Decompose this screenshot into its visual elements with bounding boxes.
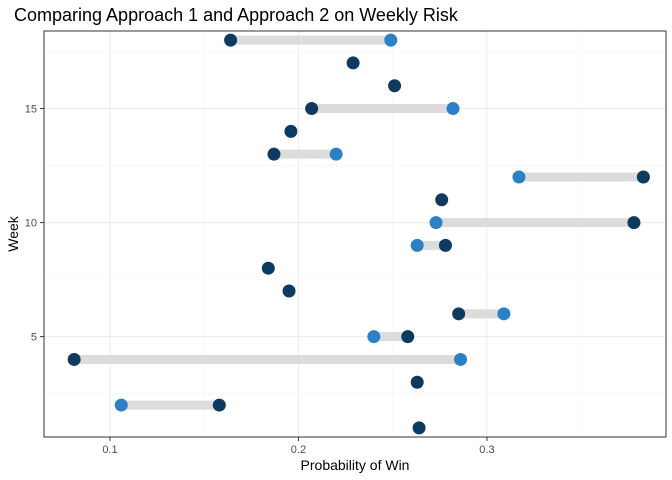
point-dark-week-13 (267, 147, 281, 161)
x-axis-title: Probability of Win (301, 457, 410, 473)
point-dark-week-8 (261, 261, 275, 275)
point-light-week-6 (497, 307, 511, 321)
y-tick-label: 10 (25, 218, 37, 230)
point-light-week-15 (446, 102, 460, 116)
point-dark-week-14 (284, 124, 298, 138)
point-light-week-5 (367, 330, 381, 344)
point-dark-week-15 (305, 102, 319, 116)
segments (74, 35, 644, 410)
panel-border (43, 30, 667, 438)
point-light-week-2 (114, 398, 128, 412)
point-dark-week-3 (410, 375, 424, 389)
x-axis-ticks: 0.1 0.2 0.3 (102, 437, 495, 456)
x-tick-label: 0.2 (291, 444, 306, 456)
point-dark-week-9 (438, 238, 452, 252)
y-axis-ticks: 5 10 15 (25, 104, 44, 344)
y-axis-title: Week (5, 215, 21, 252)
point-dark-week-5 (401, 330, 415, 344)
point-dark-week-16 (388, 79, 402, 93)
point-light-week-13 (329, 147, 343, 161)
y-tick-label: 15 (25, 104, 37, 116)
x-tick-label: 0.1 (102, 444, 117, 456)
point-dark-week-17 (346, 56, 360, 70)
point-dark-week-4 (67, 352, 81, 366)
point-dark-week-18 (224, 33, 238, 47)
point-dark-week-10 (627, 216, 641, 230)
point-dark-week-11 (435, 193, 449, 207)
point-light-week-10 (429, 216, 443, 230)
chart-title: Comparing Approach 1 and Approach 2 on W… (14, 5, 459, 25)
point-dark-week-1 (412, 421, 426, 435)
y-tick-label: 5 (31, 332, 37, 344)
point-light-week-9 (410, 238, 424, 252)
points (67, 33, 650, 435)
point-dark-week-7 (282, 284, 296, 298)
point-dark-week-2 (212, 398, 226, 412)
point-light-week-4 (454, 352, 468, 366)
point-dark-week-6 (452, 307, 466, 321)
point-dark-week-12 (636, 170, 650, 184)
point-light-week-18 (384, 33, 398, 47)
point-light-week-12 (512, 170, 526, 184)
x-tick-label: 0.3 (479, 444, 494, 456)
